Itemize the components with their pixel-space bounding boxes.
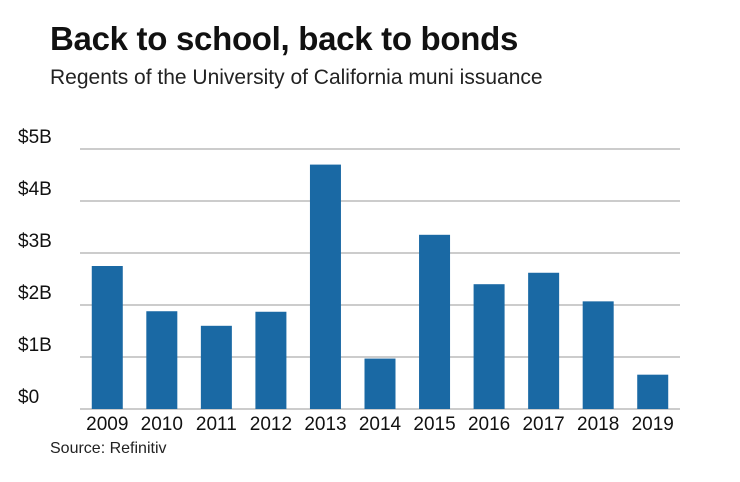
x-tick-label: 2018	[577, 414, 619, 435]
bar	[637, 374, 669, 409]
x-tick-label: 2013	[304, 414, 346, 435]
bar	[582, 301, 614, 409]
y-tick-label: $4B	[18, 179, 52, 200]
chart-subtitle: Regents of the University of California …	[50, 66, 543, 89]
bar	[200, 325, 232, 409]
x-tick-label: 2011	[196, 414, 237, 435]
bar	[91, 266, 123, 409]
bar	[528, 272, 560, 409]
bar	[146, 311, 178, 409]
source-note: Source: Refinitiv	[50, 440, 167, 457]
bar	[473, 284, 505, 409]
x-tick-label: 2015	[413, 414, 455, 435]
x-tick-label: 2017	[522, 414, 564, 435]
y-tick-label: $5B	[18, 127, 52, 148]
x-tick-label: 2010	[141, 414, 183, 435]
x-tick-label: 2009	[86, 414, 128, 435]
bar	[419, 234, 451, 409]
x-tick-label: 2016	[468, 414, 510, 435]
chart-title: Back to school, back to bonds	[50, 20, 519, 57]
y-tick-label: $2B	[18, 283, 52, 304]
bar	[364, 358, 396, 409]
y-tick-label: $3B	[18, 231, 52, 252]
y-tick-label: $1B	[18, 335, 52, 356]
x-tick-label: 2012	[250, 414, 292, 435]
bar	[309, 164, 341, 409]
bar	[255, 311, 287, 409]
x-tick-label: 2014	[359, 414, 402, 435]
y-tick-label: $0	[18, 387, 39, 408]
x-tick-label: 2019	[632, 414, 674, 435]
